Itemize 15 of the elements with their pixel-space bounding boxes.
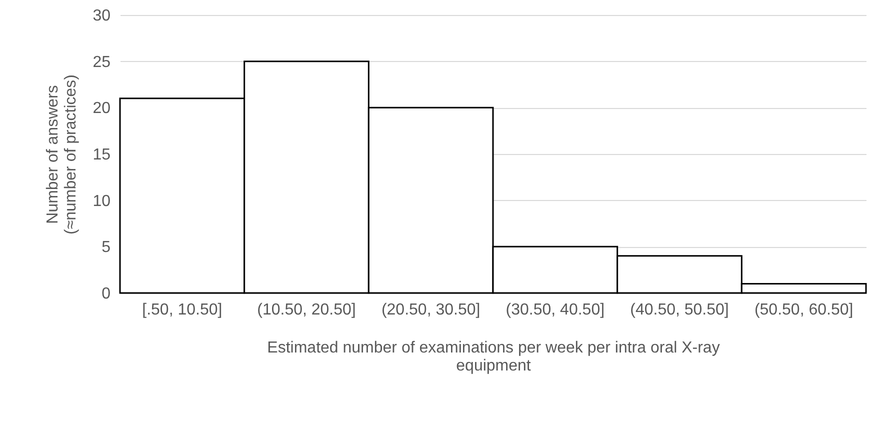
x-tick-label: (50.50, 60.50] bbox=[754, 302, 854, 318]
x-tick-label: [.50, 10.50] bbox=[142, 302, 222, 318]
y-tick-label: 30 bbox=[92, 8, 111, 24]
y-tick-label: 10 bbox=[92, 192, 111, 210]
y-tick-label: 5 bbox=[102, 239, 111, 256]
x-tick-label: (10.50, 20.50] bbox=[257, 302, 356, 318]
x-tick-label: (30.50, 40.50] bbox=[506, 302, 605, 318]
x-axis-title: Estimated number of examinations per week per intra oral X-ray equipment bbox=[267, 340, 720, 374]
y-tick-label: 20 bbox=[92, 100, 111, 118]
y-tick-label: 15 bbox=[92, 146, 111, 164]
y-tick-label: 0 bbox=[102, 286, 111, 302]
x-tick-label: (40.50, 50.50] bbox=[630, 302, 729, 318]
y-axis-title: Number of answers (≈number of practices) bbox=[44, 74, 80, 234]
x-tick-label: (20.50, 30.50] bbox=[381, 302, 480, 318]
y-tick-label: 25 bbox=[92, 54, 111, 71]
